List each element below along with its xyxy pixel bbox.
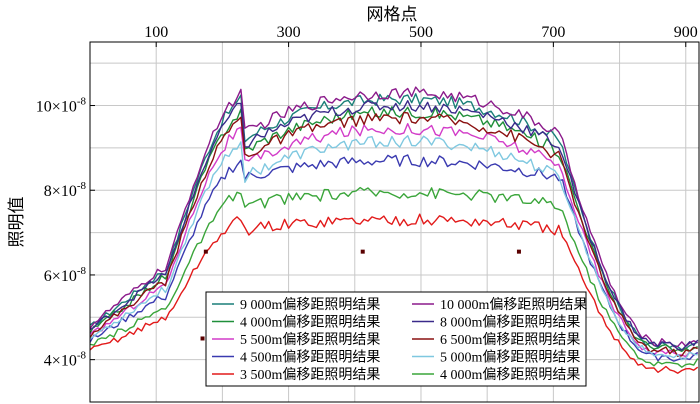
y-tick-label: 10×10-8 xyxy=(36,96,87,116)
x-axis-title: 网格点 xyxy=(367,5,418,24)
legend-box xyxy=(205,291,587,387)
legend-label: 8 000m偏移距照明结果 xyxy=(440,315,580,331)
series-line xyxy=(89,99,699,351)
legend-label: 5 500m偏移距照明结果 xyxy=(240,332,380,348)
y-tick-label: 6×10-8 xyxy=(44,265,87,285)
data-marker xyxy=(516,249,521,254)
y-axis-title: 照明值 xyxy=(7,197,26,248)
legend-label: 4 500m偏移距照明结果 xyxy=(240,350,380,366)
legend-label: 4 000m偏移距照明结果 xyxy=(240,315,380,331)
series-line xyxy=(89,213,699,374)
x-tick-label: 500 xyxy=(409,24,433,41)
y-tick-label: 4×10-8 xyxy=(44,350,87,370)
x-tick-label: 700 xyxy=(541,24,565,41)
legend-label: 6 500m偏移距照明结果 xyxy=(440,332,580,348)
legend-label: 9 000m偏移距照明结果 xyxy=(240,297,380,313)
legend-label: 10 000m偏移距照明结果 xyxy=(440,297,587,313)
series-line xyxy=(89,106,698,353)
legend-label: 5 000m偏移距照明结果 xyxy=(440,350,580,366)
series-line xyxy=(89,186,699,368)
series-line xyxy=(89,86,698,348)
x-tick-label: 100 xyxy=(144,24,168,41)
x-tick-label: 300 xyxy=(277,24,301,41)
series-line xyxy=(89,134,698,361)
plot-frame xyxy=(89,41,700,403)
data-marker xyxy=(203,249,208,254)
legend-label: 3 500m偏移距照明结果 xyxy=(240,367,380,383)
series-line xyxy=(89,122,699,358)
y-tick-label: 8×10-8 xyxy=(44,180,87,200)
series-line xyxy=(89,111,698,357)
legend-label: 4 000m偏移距照明结果 xyxy=(440,367,580,383)
x-tick-label: 900 xyxy=(674,24,698,41)
data-marker xyxy=(360,249,365,254)
data-marker xyxy=(200,336,205,341)
legend: 9 000m偏移距照明结果 10 000m偏移距照明结果 4 000m偏移距照明结果… xyxy=(205,291,587,387)
